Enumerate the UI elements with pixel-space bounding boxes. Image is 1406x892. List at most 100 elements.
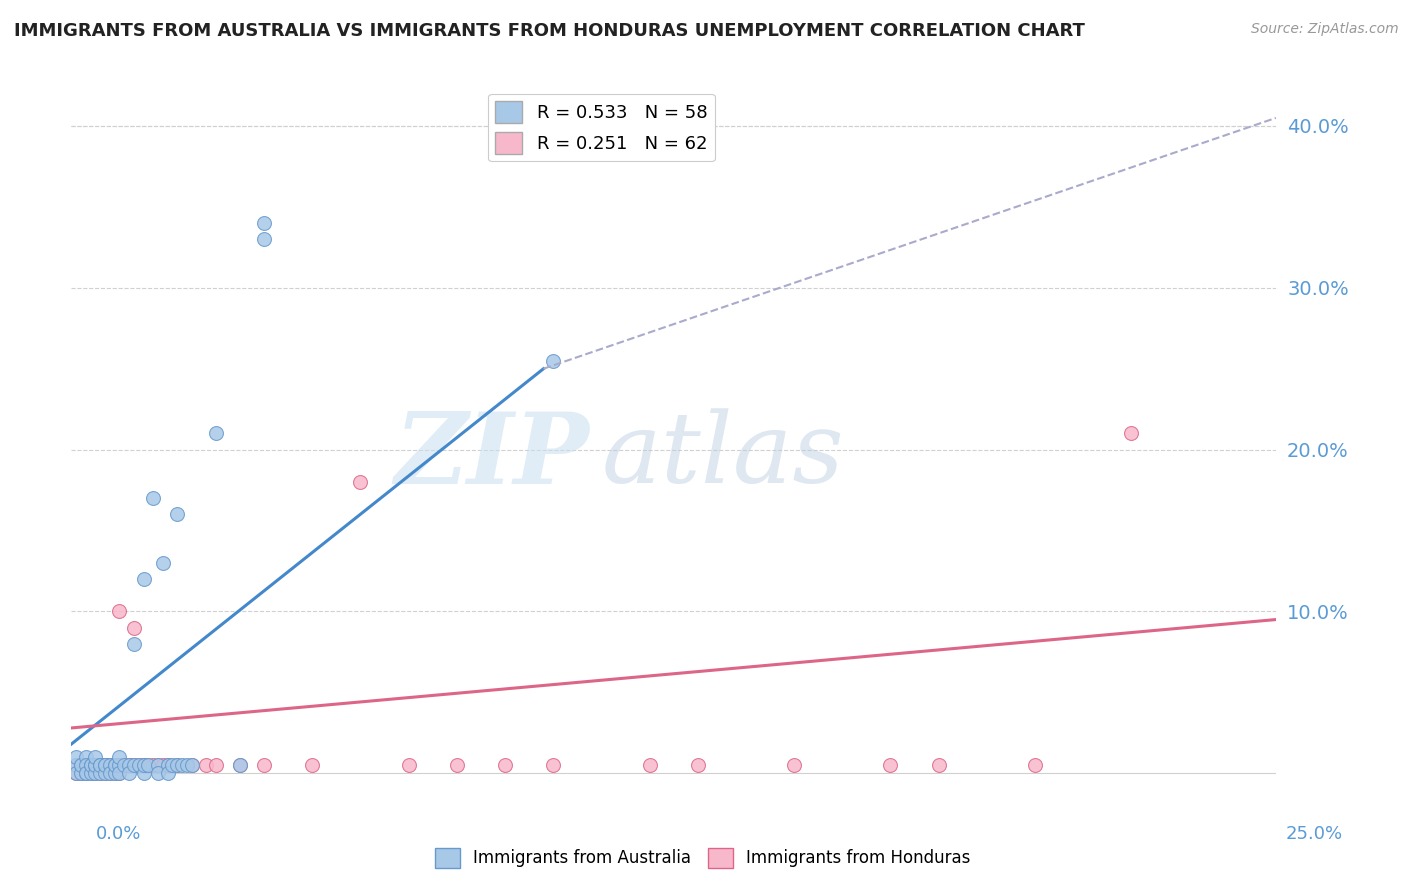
Point [142, 491, 165, 505]
Point [79, 758, 101, 772]
Text: IMMIGRANTS FROM AUSTRALIA VS IMMIGRANTS FROM HONDURAS UNEMPLOYMENT CORRELATION C: IMMIGRANTS FROM AUSTRALIA VS IMMIGRANTS … [14, 22, 1085, 40]
Point [84, 758, 107, 772]
Point [541, 758, 564, 772]
Point [541, 353, 564, 368]
Point [98, 758, 121, 772]
Point [84, 758, 107, 772]
Point [98, 758, 121, 772]
Text: 25.0%: 25.0% [1285, 825, 1343, 843]
Point [94, 758, 117, 772]
Point [156, 758, 179, 772]
Point [122, 758, 145, 772]
Point [204, 426, 226, 441]
Point [65, 758, 87, 772]
Point [108, 766, 131, 780]
Point [118, 766, 141, 780]
Point [118, 758, 141, 772]
Point [108, 604, 131, 618]
Point [122, 758, 145, 772]
Point [94, 758, 117, 772]
Point [104, 758, 127, 772]
Point [1024, 758, 1046, 772]
Point [146, 766, 169, 780]
Point [75, 766, 97, 780]
Point [132, 758, 155, 772]
Point [98, 766, 121, 780]
Point [166, 758, 188, 772]
Point [79, 766, 101, 780]
Point [98, 758, 121, 772]
Point [84, 758, 107, 772]
Point [84, 766, 107, 780]
Point [138, 758, 160, 772]
Point [70, 766, 93, 780]
Legend: R = 0.533   N = 58, R = 0.251   N = 62: R = 0.533 N = 58, R = 0.251 N = 62 [488, 94, 714, 161]
Point [98, 766, 121, 780]
Legend: Immigrants from Australia, Immigrants from Honduras: Immigrants from Australia, Immigrants fr… [429, 841, 977, 875]
Point [89, 758, 111, 772]
Point [146, 758, 169, 772]
Point [65, 766, 87, 780]
Point [70, 766, 93, 780]
Point [94, 766, 117, 780]
Point [166, 758, 188, 772]
Point [108, 750, 131, 764]
Point [138, 758, 160, 772]
Point [104, 766, 127, 780]
Point [166, 508, 188, 522]
Point [70, 758, 93, 772]
Point [132, 758, 155, 772]
Point [84, 758, 107, 772]
Point [229, 758, 252, 772]
Point [156, 758, 179, 772]
Point [70, 758, 93, 772]
Point [70, 766, 93, 780]
Point [156, 758, 179, 772]
Point [108, 766, 131, 780]
Text: atlas: atlas [602, 409, 844, 504]
Point [94, 766, 117, 780]
Point [112, 758, 135, 772]
Point [132, 758, 155, 772]
Point [75, 758, 97, 772]
Point [170, 758, 193, 772]
Point [204, 758, 226, 772]
Point [75, 758, 97, 772]
Point [65, 766, 87, 780]
Point [132, 766, 155, 780]
Point [79, 758, 101, 772]
Point [75, 758, 97, 772]
Point [118, 758, 141, 772]
Point [122, 621, 145, 635]
Point [94, 758, 117, 772]
Point [79, 758, 101, 772]
Point [132, 572, 155, 586]
Point [89, 766, 111, 780]
Point [879, 758, 901, 772]
Point [446, 758, 468, 772]
Point [108, 758, 131, 772]
Point [301, 758, 323, 772]
Point [84, 766, 107, 780]
Point [112, 758, 135, 772]
Point [104, 766, 127, 780]
Point [70, 758, 93, 772]
Point [1121, 426, 1143, 441]
Point [253, 216, 276, 230]
Point [494, 758, 516, 772]
Point [195, 758, 218, 772]
Point [65, 750, 87, 764]
Point [79, 758, 101, 772]
Text: ZIP: ZIP [394, 408, 589, 504]
Point [783, 758, 806, 772]
Point [176, 758, 198, 772]
Point [253, 758, 276, 772]
Text: Source: ZipAtlas.com: Source: ZipAtlas.com [1251, 22, 1399, 37]
Point [94, 758, 117, 772]
Point [128, 758, 150, 772]
Point [122, 637, 145, 651]
Point [156, 766, 179, 780]
Point [928, 758, 950, 772]
Text: 0.0%: 0.0% [96, 825, 141, 843]
Point [152, 758, 174, 772]
